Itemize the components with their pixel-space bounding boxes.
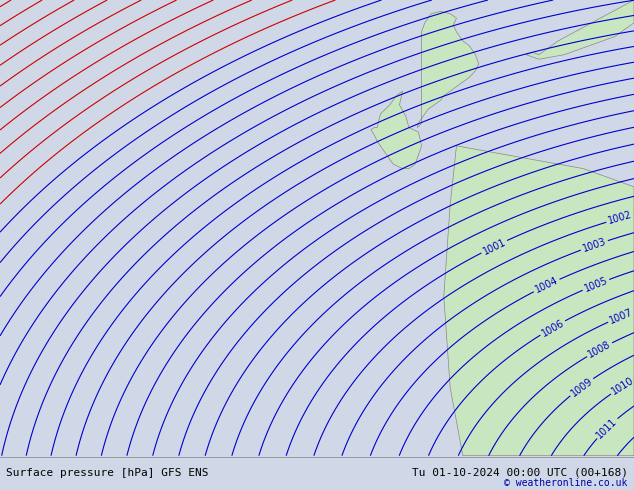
Polygon shape — [417, 11, 479, 127]
Polygon shape — [526, 0, 634, 59]
Text: 1005: 1005 — [583, 275, 609, 294]
Text: 1007: 1007 — [608, 307, 634, 326]
Text: Tu 01-10-2024 00:00 UTC (00+168): Tu 01-10-2024 00:00 UTC (00+168) — [411, 467, 628, 478]
Text: 1004: 1004 — [533, 275, 560, 295]
Text: 1006: 1006 — [540, 318, 566, 338]
Text: 1002: 1002 — [607, 210, 633, 226]
Text: 1001: 1001 — [481, 237, 507, 256]
Text: 1009: 1009 — [569, 376, 594, 398]
Polygon shape — [444, 146, 634, 456]
Text: © weatheronline.co.uk: © weatheronline.co.uk — [504, 478, 628, 488]
Polygon shape — [371, 91, 422, 169]
Text: 1003: 1003 — [581, 237, 607, 254]
Text: Surface pressure [hPa] GFS ENS: Surface pressure [hPa] GFS ENS — [6, 467, 209, 478]
Text: 1011: 1011 — [595, 416, 619, 441]
Text: 1010: 1010 — [610, 375, 634, 397]
Text: 1008: 1008 — [586, 339, 612, 360]
